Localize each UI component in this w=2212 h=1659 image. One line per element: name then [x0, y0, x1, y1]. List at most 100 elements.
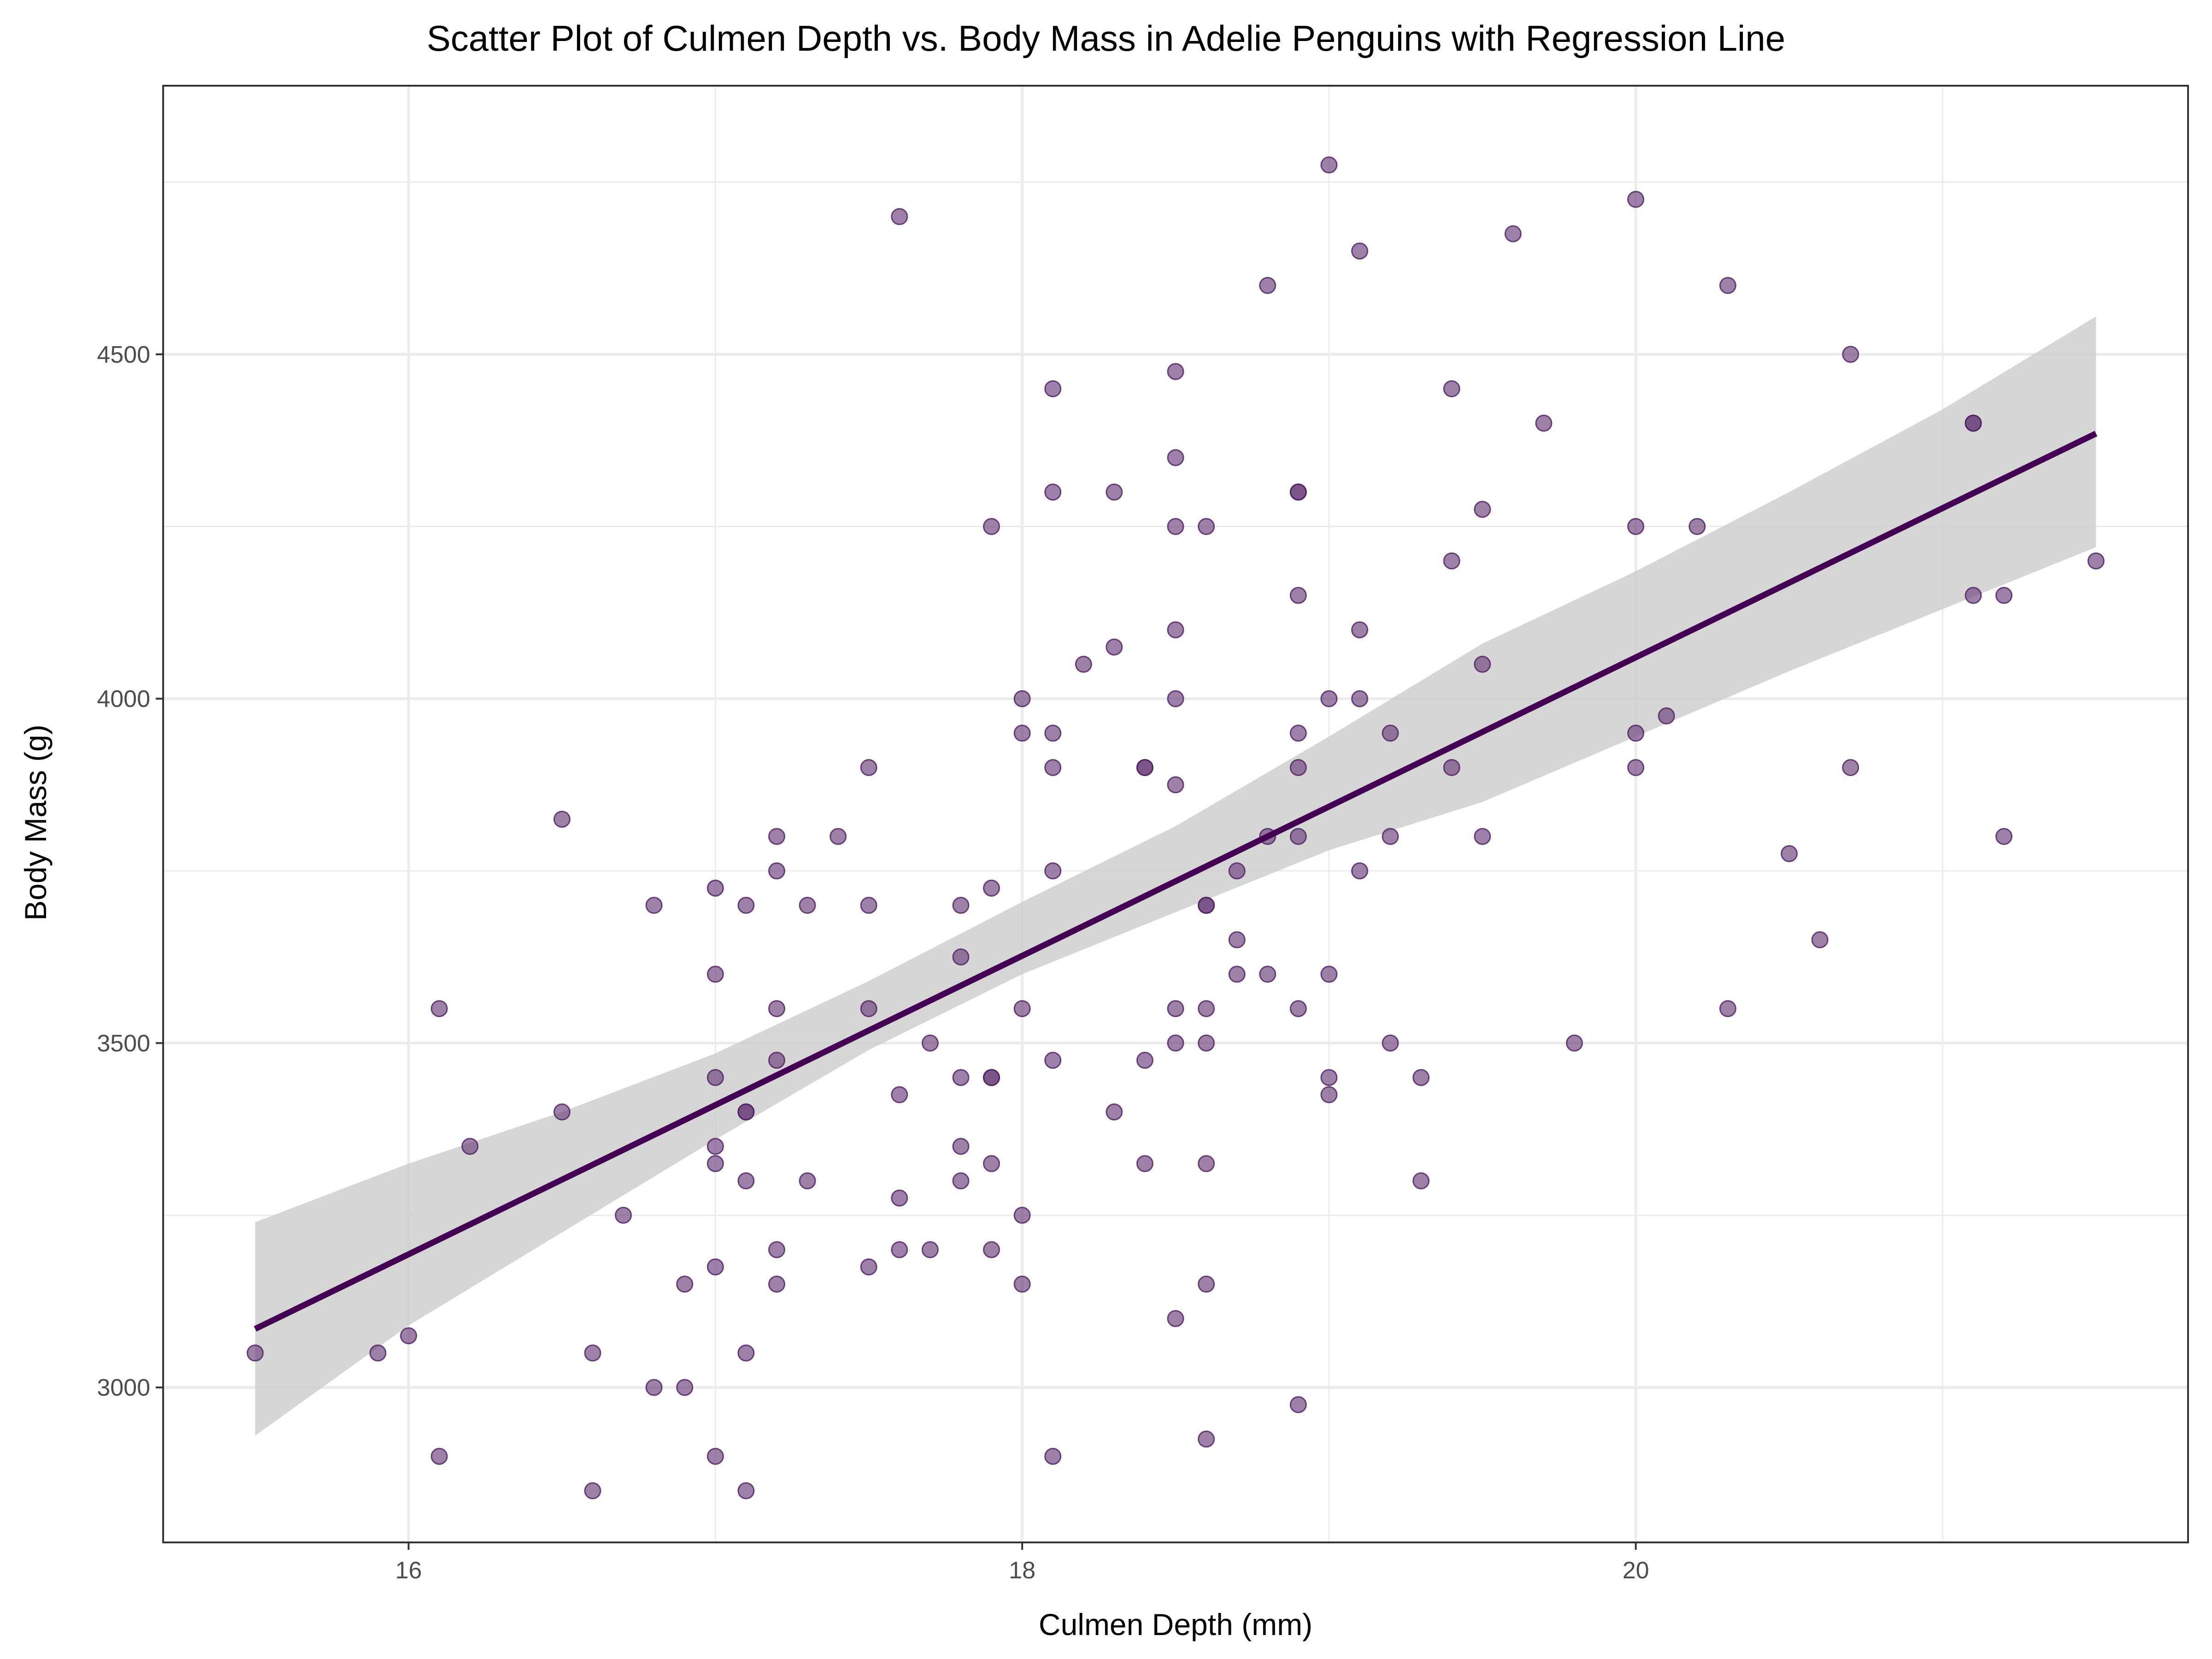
data-point	[1289, 1000, 1307, 1018]
data-point	[1965, 414, 1982, 432]
data-point	[2087, 552, 2105, 570]
data-point	[768, 1052, 785, 1069]
data-point	[983, 1241, 1000, 1259]
data-point	[1198, 1034, 1215, 1052]
data-point	[247, 1344, 264, 1362]
data-point	[1351, 862, 1368, 880]
data-point	[706, 1447, 724, 1465]
y-tick-label: 4000	[97, 686, 150, 712]
data-point	[1044, 1052, 1062, 1069]
y-tick-label: 3000	[97, 1375, 150, 1401]
data-point	[1289, 587, 1307, 604]
data-point	[799, 1172, 816, 1189]
data-point	[1198, 1430, 1215, 1448]
data-point	[768, 1276, 785, 1293]
data-point	[952, 1172, 970, 1189]
data-point	[1198, 897, 1215, 914]
data-point	[1474, 500, 1491, 518]
data-point	[983, 1155, 1000, 1172]
data-point	[1013, 1000, 1031, 1018]
data-point	[1351, 621, 1368, 639]
data-point	[768, 828, 785, 845]
data-point	[400, 1327, 418, 1345]
data-point	[1995, 587, 2012, 604]
data-point	[430, 1447, 448, 1465]
data-point	[1106, 1103, 1123, 1121]
data-point	[1136, 759, 1153, 777]
data-point	[891, 1189, 908, 1207]
data-point	[1013, 724, 1031, 742]
data-point	[645, 897, 663, 914]
data-point	[1167, 1310, 1184, 1327]
data-point	[1811, 931, 1829, 948]
plot-panel: 16 18 20 3000 3500 4000 4500	[97, 85, 2189, 1584]
data-point	[921, 1241, 939, 1259]
data-point	[1351, 242, 1368, 260]
data-point	[983, 879, 1000, 897]
data-point	[860, 1258, 877, 1276]
data-point	[1443, 759, 1460, 777]
data-point	[1965, 587, 1982, 604]
data-point	[1719, 1000, 1736, 1018]
data-point	[1658, 707, 1675, 724]
data-point	[553, 1103, 571, 1121]
data-point	[737, 1482, 755, 1500]
data-point	[1320, 690, 1338, 707]
data-point	[645, 1379, 663, 1396]
data-point	[1320, 965, 1338, 983]
data-point	[369, 1344, 387, 1362]
data-point	[1289, 1396, 1307, 1413]
data-point	[860, 759, 877, 777]
data-point	[706, 1258, 724, 1276]
data-point	[737, 897, 755, 914]
data-point	[615, 1206, 632, 1224]
data-point	[768, 862, 785, 880]
x-tick-label: 20	[1623, 1557, 1649, 1584]
regression-line	[253, 430, 2098, 1332]
data-point	[1627, 518, 1645, 535]
data-point	[1198, 1000, 1215, 1018]
data-point	[1013, 1276, 1031, 1293]
data-point	[1167, 621, 1184, 639]
data-point	[1351, 690, 1368, 707]
data-point	[1167, 690, 1184, 707]
data-point	[1044, 380, 1062, 398]
data-point	[1013, 1206, 1031, 1224]
data-point	[584, 1482, 601, 1500]
data-point	[737, 1172, 755, 1189]
chart-title: Scatter Plot of Culmen Depth vs. Body Ma…	[427, 18, 1785, 59]
data-point	[1842, 759, 1859, 777]
data-point	[1198, 1276, 1215, 1293]
data-point	[1688, 518, 1706, 535]
data-point	[676, 1379, 694, 1396]
data-point	[1044, 759, 1062, 777]
data-point	[1627, 191, 1645, 208]
data-point	[1259, 276, 1277, 294]
data-point	[921, 1034, 939, 1052]
data-point	[1167, 1034, 1184, 1052]
data-point	[1075, 655, 1092, 673]
data-point	[1044, 483, 1062, 501]
y-tick-label: 4500	[97, 341, 150, 368]
data-point	[1136, 1052, 1153, 1069]
data-point	[1320, 1086, 1338, 1103]
data-point	[706, 965, 724, 983]
data-point	[891, 1241, 908, 1259]
data-point	[860, 1000, 877, 1018]
panel-border	[162, 85, 2189, 1543]
data-point	[952, 948, 970, 966]
x-tick-label: 18	[1009, 1557, 1035, 1584]
data-point	[584, 1344, 601, 1362]
data-point	[1228, 965, 1246, 983]
data-point	[737, 1344, 755, 1362]
data-point	[1382, 1034, 1399, 1052]
data-point	[860, 897, 877, 914]
data-point	[952, 1138, 970, 1155]
data-point	[1289, 828, 1307, 845]
data-point	[1167, 449, 1184, 466]
data-point	[983, 1069, 1000, 1086]
data-point	[1627, 759, 1645, 777]
data-point	[1781, 845, 1798, 862]
data-point	[706, 1155, 724, 1172]
